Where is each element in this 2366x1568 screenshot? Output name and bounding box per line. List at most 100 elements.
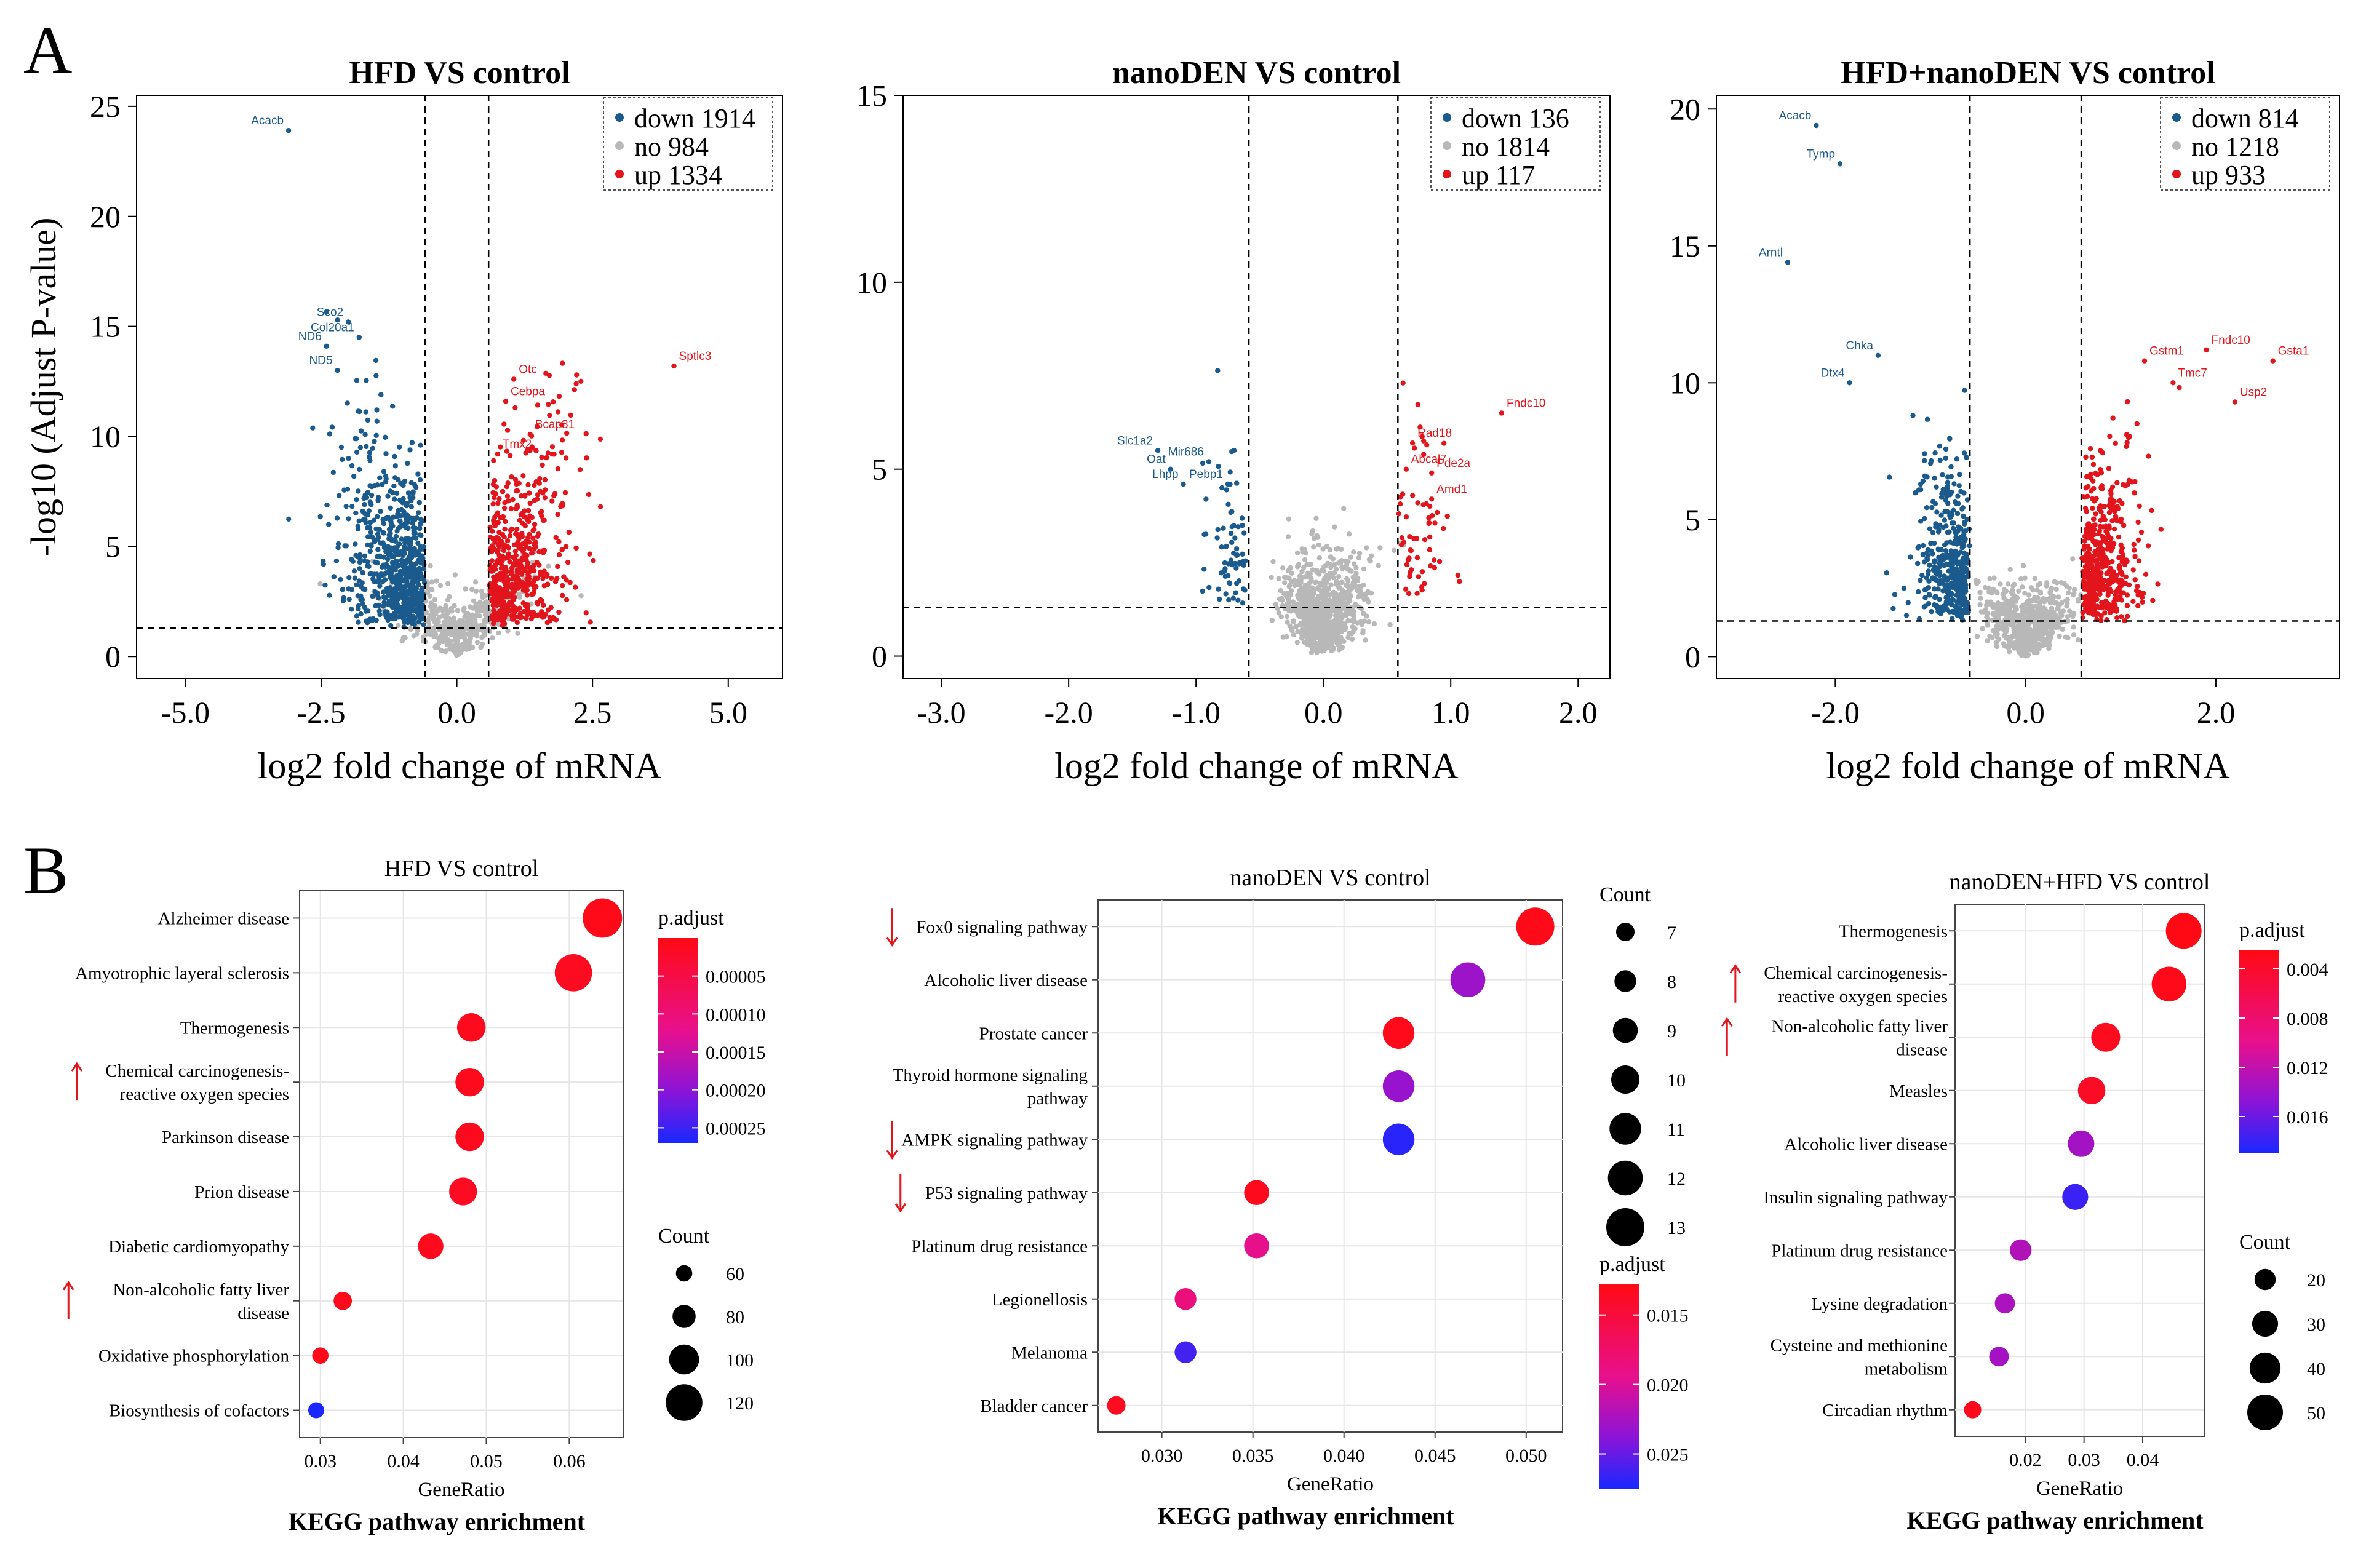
point-down bbox=[337, 493, 342, 498]
bubble bbox=[1174, 1288, 1197, 1310]
x-tick-label: -1.0 bbox=[1172, 695, 1221, 730]
point-up bbox=[1430, 512, 1435, 519]
gene-label: Abcal7 bbox=[1411, 453, 1447, 466]
point-down bbox=[363, 409, 368, 415]
point-up bbox=[2095, 567, 2100, 572]
x-tick-label: 0.05 bbox=[470, 1451, 503, 1471]
point-no bbox=[1343, 558, 1348, 564]
point-down bbox=[1920, 478, 1926, 484]
y-tick-label: 15 bbox=[856, 78, 887, 113]
point-up bbox=[2081, 578, 2087, 584]
point-no bbox=[399, 638, 405, 643]
point-down bbox=[373, 357, 379, 364]
point-up bbox=[525, 560, 530, 566]
gene-label: Mir686 bbox=[1168, 446, 1204, 459]
point-up bbox=[512, 405, 518, 411]
point-no bbox=[1299, 568, 1305, 575]
point-down bbox=[415, 471, 421, 477]
point-up bbox=[2111, 504, 2116, 509]
point-up bbox=[495, 520, 501, 525]
category-label: Platinum drug resistance bbox=[911, 1236, 1088, 1256]
point-no bbox=[1302, 547, 1307, 552]
point-no bbox=[2011, 634, 2017, 639]
point-up bbox=[2108, 500, 2113, 506]
point-up bbox=[490, 547, 496, 553]
legend-box bbox=[1430, 97, 1601, 191]
point-up bbox=[1398, 501, 1403, 507]
point-no bbox=[2058, 580, 2065, 586]
color-tick-label: 0.016 bbox=[2287, 1107, 2328, 1128]
point-no bbox=[2032, 576, 2037, 581]
point-up bbox=[498, 539, 504, 544]
point-no bbox=[1339, 615, 1345, 621]
point-down bbox=[349, 504, 355, 509]
point-up bbox=[514, 567, 520, 573]
point-up bbox=[2113, 440, 2118, 446]
point-no bbox=[472, 620, 478, 626]
point-no bbox=[1319, 632, 1324, 638]
point-down bbox=[335, 317, 340, 323]
point-down bbox=[329, 424, 335, 430]
point-down bbox=[1240, 551, 1245, 557]
point-down bbox=[1927, 526, 1933, 531]
point-up bbox=[534, 424, 540, 429]
point-down bbox=[1949, 489, 1954, 495]
point-no bbox=[2038, 611, 2044, 616]
point-no bbox=[477, 613, 482, 619]
gene-label: Lhpp bbox=[1152, 468, 1178, 481]
point-no bbox=[1292, 583, 1297, 589]
point-down bbox=[397, 519, 403, 525]
point-up bbox=[505, 583, 511, 588]
point-down bbox=[1948, 474, 1954, 479]
point-no bbox=[2026, 592, 2032, 598]
point-down bbox=[1943, 606, 1950, 611]
point-down bbox=[392, 549, 398, 554]
point-down bbox=[1225, 501, 1231, 507]
point-down bbox=[370, 594, 375, 599]
point-down bbox=[407, 447, 413, 453]
point-down bbox=[1922, 595, 1928, 600]
point-up bbox=[531, 611, 536, 618]
point-up bbox=[2114, 589, 2119, 594]
point-down bbox=[1223, 591, 1229, 597]
plot-frame bbox=[902, 95, 1611, 679]
point-down bbox=[372, 483, 378, 488]
size-legend-dot bbox=[1609, 1113, 1641, 1145]
x-tick-label: 5.0 bbox=[709, 695, 748, 730]
point-down bbox=[372, 439, 377, 444]
point-up bbox=[510, 496, 516, 503]
x-tick-label: -3.0 bbox=[917, 695, 966, 730]
point-no bbox=[1337, 640, 1344, 645]
point-down bbox=[1918, 519, 1924, 524]
point-no bbox=[2049, 608, 2055, 614]
point-up bbox=[2120, 552, 2126, 557]
point-up bbox=[1397, 495, 1403, 500]
point-no bbox=[1994, 590, 2000, 595]
point-no bbox=[2053, 613, 2059, 619]
point-no bbox=[2005, 581, 2011, 587]
gene-label: Tmx2 bbox=[503, 438, 532, 451]
point-no bbox=[2070, 556, 2076, 562]
category-label: Insulin signaling pathway bbox=[1763, 1188, 1948, 1208]
point-no bbox=[428, 600, 434, 606]
point-down bbox=[353, 552, 359, 559]
point-down bbox=[388, 505, 393, 511]
point-down bbox=[404, 518, 410, 524]
point-up bbox=[535, 492, 541, 498]
point-no bbox=[2001, 623, 2006, 629]
point-down bbox=[409, 440, 415, 445]
point-no bbox=[1363, 637, 1368, 643]
point-no bbox=[1357, 584, 1363, 589]
point-up bbox=[2087, 586, 2093, 592]
point-up bbox=[547, 618, 553, 624]
point-up bbox=[1424, 501, 1429, 506]
point-up bbox=[504, 568, 509, 575]
point-up bbox=[597, 504, 603, 509]
category-label: Biosynthesis of cofactors bbox=[109, 1401, 289, 1421]
point-no bbox=[424, 590, 431, 595]
size-legend-label: 30 bbox=[2307, 1315, 2325, 1335]
point-no bbox=[2023, 645, 2029, 651]
point-down bbox=[403, 594, 408, 600]
point-up bbox=[2137, 503, 2142, 509]
point-no bbox=[1336, 574, 1342, 579]
